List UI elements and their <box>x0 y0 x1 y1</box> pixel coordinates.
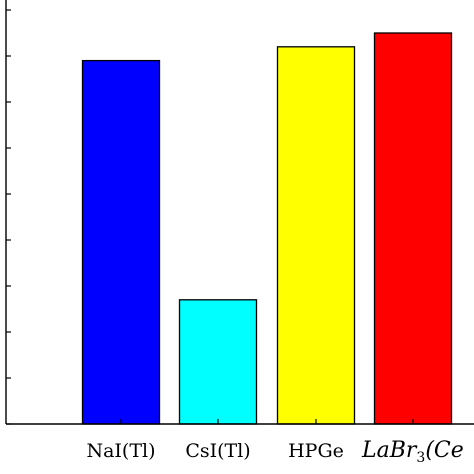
y-ticks-group <box>6 9 11 425</box>
bar-1 <box>81 59 161 425</box>
x-tick-label-base: LaBr <box>361 438 418 463</box>
x-tick-label: NaI(Tl) <box>86 440 155 462</box>
bar-4 <box>373 32 453 425</box>
x-tick-label: LaBr3(Ce <box>361 438 464 466</box>
bar-3 <box>276 46 356 425</box>
x-tick-labels-group: NaI(Tl) CsI(Tl) HPGe LaBr3(Ce <box>86 438 463 466</box>
bar-2 <box>178 299 258 425</box>
bars-group <box>81 32 453 425</box>
x-tick-label-subscript: 3 <box>416 450 425 466</box>
x-tick-label-tail: (Ce <box>425 438 463 463</box>
x-tick-label: CsI(Tl) <box>185 440 250 462</box>
x-tick-label: HPGe <box>288 440 344 462</box>
